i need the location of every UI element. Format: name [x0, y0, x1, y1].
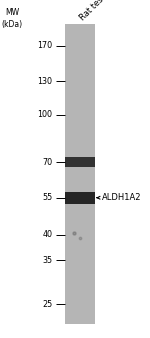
Text: 55: 55 — [42, 193, 52, 202]
Text: 40: 40 — [42, 231, 52, 239]
Text: 70: 70 — [42, 158, 52, 167]
Text: 35: 35 — [42, 256, 52, 265]
Text: 100: 100 — [38, 111, 52, 119]
Text: ALDH1A2: ALDH1A2 — [102, 193, 141, 202]
Text: 25: 25 — [42, 300, 52, 309]
Text: Rat testis: Rat testis — [78, 0, 112, 22]
Text: (kDa): (kDa) — [2, 20, 22, 29]
Bar — [64, 192, 94, 203]
Bar — [64, 24, 94, 324]
Bar — [64, 157, 94, 167]
Text: 170: 170 — [37, 41, 52, 50]
Text: MW: MW — [5, 8, 19, 17]
Text: 130: 130 — [38, 77, 52, 86]
